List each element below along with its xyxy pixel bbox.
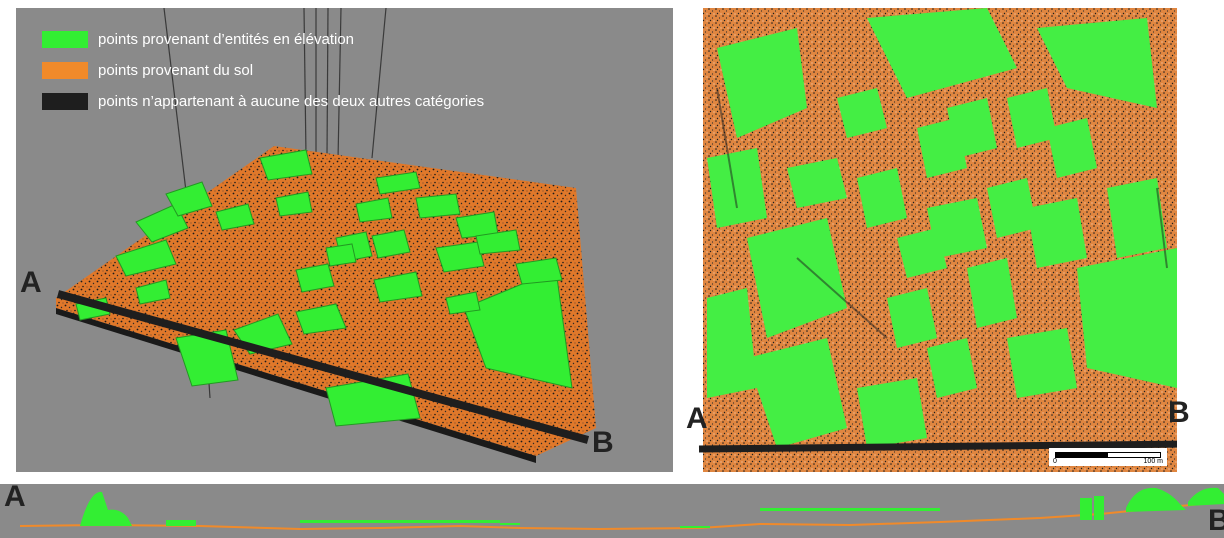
profile-elevated-points	[80, 487, 1224, 528]
elevated-buildings	[707, 8, 1177, 448]
scale-bar: 0 100 m	[1049, 448, 1167, 466]
noise-lines	[163, 8, 387, 399]
section-label-a-profile: A	[4, 480, 26, 513]
scale-zero: 0	[1053, 458, 1057, 465]
legend-swatch-ground	[42, 62, 88, 79]
legend-item-ground: points provenant du sol	[42, 55, 484, 86]
legend-swatch-other	[42, 93, 88, 110]
legend-label-other: points n’appartenant à aucune des deux a…	[98, 93, 485, 110]
section-label-b-profile: B	[1208, 504, 1224, 537]
legend-label-ground: points provenant du sol	[98, 62, 254, 79]
section-label-b: B	[592, 426, 614, 459]
legend-label-elevation: points provenant d’entités en élévation	[98, 31, 355, 48]
scale-end: 100 m	[1143, 458, 1163, 465]
profile-ground-line	[19, 501, 1224, 531]
legend-item-elevation: points provenant d’entités en élévation	[42, 24, 484, 55]
section-label-a-top: A	[686, 402, 708, 435]
elevated-features	[75, 149, 573, 427]
section-line-ab	[56, 290, 590, 444]
cross-section-profile	[0, 484, 1224, 538]
oblique-point-cloud	[56, 8, 596, 463]
profile-plot	[19, 487, 1224, 531]
legend-swatch-elevation	[42, 31, 88, 48]
oblique-3d-view: points provenant d’entités en élévation …	[16, 8, 673, 472]
legend-item-other: points n’appartenant à aucune des deux a…	[42, 86, 484, 117]
section-label-a: A	[20, 266, 42, 299]
top-point-cloud	[698, 8, 1177, 472]
legend: points provenant d’entités en élévation …	[42, 24, 484, 117]
section-label-b-top: B	[1168, 396, 1190, 429]
noise-streaks	[716, 87, 1168, 339]
top-down-view: 0 100 m	[687, 8, 1177, 472]
section-line-ab-top	[698, 440, 1177, 453]
